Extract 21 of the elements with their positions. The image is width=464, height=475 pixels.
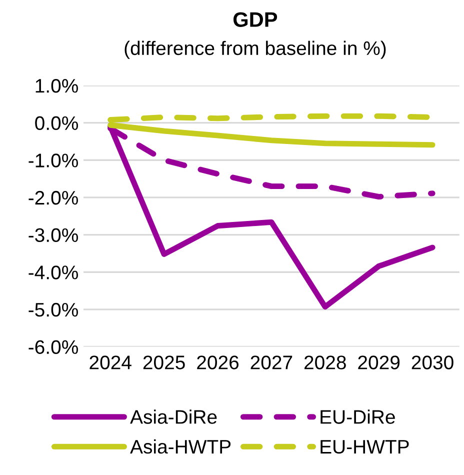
x-tick-label: 2027: [250, 356, 292, 370]
y-tick-label: -3.0%: [28, 228, 78, 242]
y-tick-label: -1.0%: [28, 154, 78, 168]
x-tick-label: 2024: [90, 356, 132, 370]
chart-title: GDP: [233, 12, 278, 27]
x-tick-label: 2030: [412, 356, 454, 370]
y-tick-label: -6.0%: [28, 340, 78, 354]
legend-label: Asia-DiRe: [130, 410, 217, 424]
y-tick-label: 1.0%: [36, 78, 78, 93]
y-tick-label: -5.0%: [28, 302, 78, 317]
x-tick-label: 2028: [304, 356, 346, 370]
legend-label: Asia-HWTP: [130, 439, 231, 454]
x-tick-label: 2025: [143, 356, 185, 370]
legend-label: EU-HWTP: [320, 440, 409, 454]
x-tick-label: 2029: [358, 356, 400, 370]
y-tick-label: -4.0%: [28, 266, 78, 280]
y-tick-label: 0.0%: [35, 116, 78, 130]
y-tick-label: -2.0%: [28, 190, 78, 205]
chart-subtitle: (difference from baseline in %): [124, 40, 386, 59]
x-tick-label: 2026: [197, 356, 239, 370]
legend-label: EU-DiRe: [320, 410, 395, 424]
